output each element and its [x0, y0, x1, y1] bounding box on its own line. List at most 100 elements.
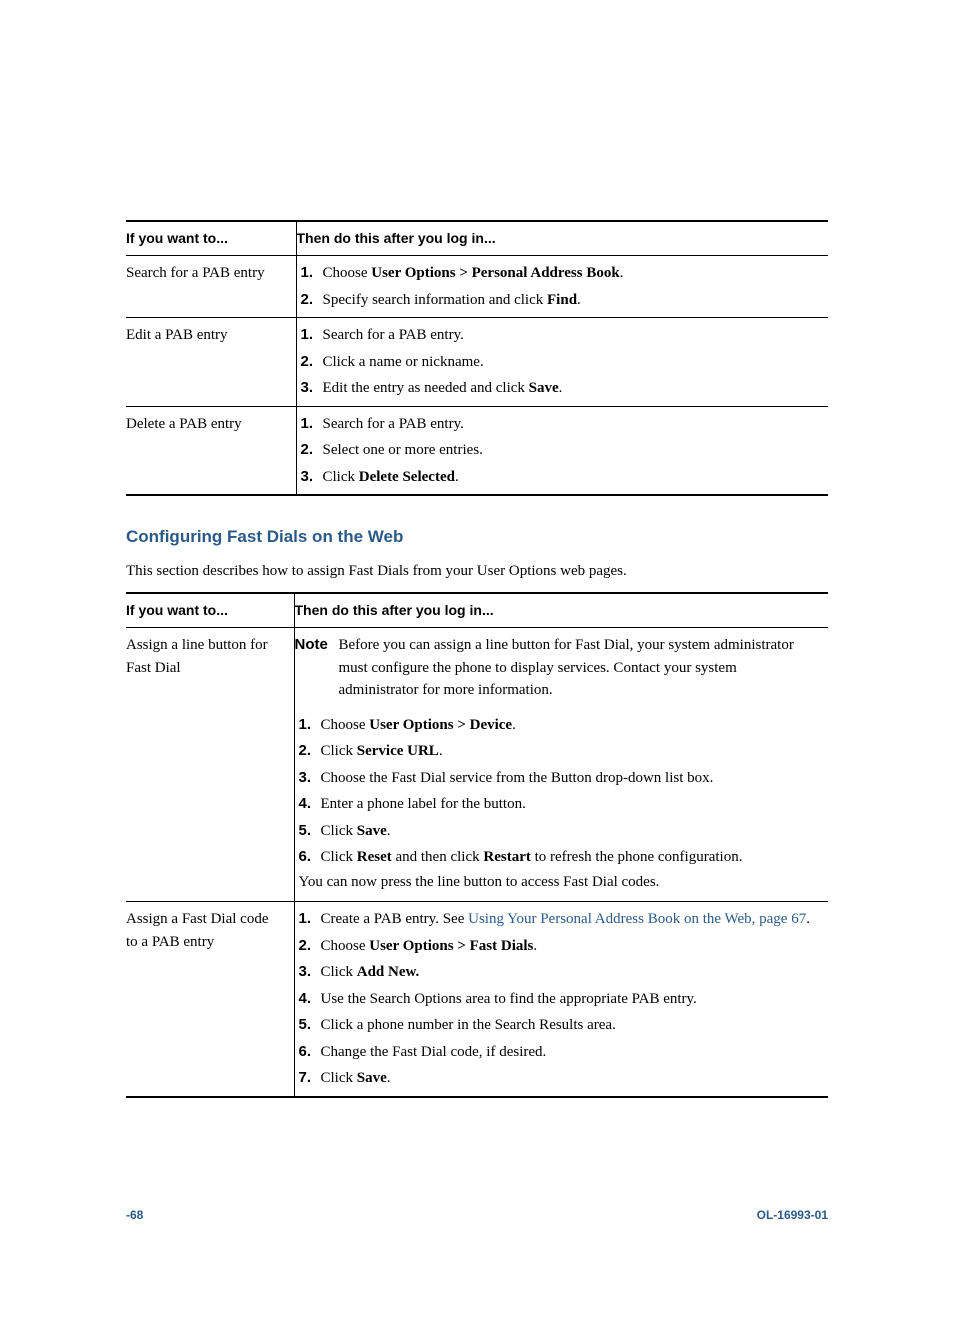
step-number: 6.	[299, 1041, 321, 1064]
task-label: Delete a PAB entry	[126, 406, 296, 495]
step-number: 6.	[299, 846, 321, 869]
step-number: 2.	[301, 289, 323, 312]
task-label: Assign a Fast Dial code to a PAB entry	[126, 902, 294, 1097]
task-label: Search for a PAB entry	[126, 256, 296, 318]
follow-text: You can now press the line button to acc…	[295, 871, 821, 894]
step-text: Click a name or nickname.	[323, 351, 821, 374]
step-text: Specify search information and click Fin…	[323, 289, 821, 312]
step-text: Click a phone number in the Search Resul…	[321, 1014, 821, 1037]
note-label: Note	[295, 634, 339, 702]
table-row: Edit a PAB entry1.Search for a PAB entry…	[126, 318, 828, 407]
step: 3.Click Delete Selected.	[301, 466, 821, 489]
step: 4.Enter a phone label for the button.	[299, 793, 821, 816]
step: 6.Change the Fast Dial code, if desired.	[299, 1041, 821, 1064]
step: 3.Choose the Fast Dial service from the …	[299, 767, 821, 790]
step-number: 2.	[301, 351, 323, 374]
table-row: Search for a PAB entry1.Choose User Opti…	[126, 256, 828, 318]
step: 2.Specify search information and click F…	[301, 289, 821, 312]
step: 1.Search for a PAB entry.	[301, 413, 821, 436]
table-row: Assign a line button for Fast Dial Note …	[126, 628, 828, 902]
step-text: Search for a PAB entry.	[323, 324, 821, 347]
step: 4.Use the Search Options area to find th…	[299, 988, 821, 1011]
table-pab-actions: If you want to... Then do this after you…	[126, 220, 828, 496]
doc-id: OL-16993-01	[757, 1206, 828, 1224]
step-text: Search for a PAB entry.	[323, 413, 821, 436]
step-number: 5.	[299, 820, 321, 843]
step-number: 4.	[299, 793, 321, 816]
step-text: Choose User Options > Personal Address B…	[323, 262, 821, 285]
step-text: Choose the Fast Dial service from the Bu…	[321, 767, 821, 790]
bold-text: User Options > Device	[369, 717, 512, 733]
step-number: 1.	[301, 324, 323, 347]
bold-text: User Options > Fast Dials	[369, 938, 533, 954]
step: 5.Click Save.	[299, 820, 821, 843]
step: 2.Select one or more entries.	[301, 439, 821, 462]
bold-text: Save	[529, 380, 559, 396]
task-steps: 1.Search for a PAB entry.2.Select one or…	[296, 406, 828, 495]
step-text: Choose User Options > Fast Dials.	[321, 935, 821, 958]
step-number: 1.	[301, 262, 323, 285]
step-text: Click Reset and then click Restart to re…	[321, 846, 821, 869]
step-text: Enter a phone label for the button.	[321, 793, 821, 816]
col-header-left: If you want to...	[126, 593, 294, 628]
table-row: Assign a Fast Dial code to a PAB entry 1…	[126, 902, 828, 1097]
task-steps: 1.Create a PAB entry. See Using Your Per…	[294, 902, 828, 1097]
section-intro: This section describes how to assign Fas…	[126, 560, 828, 583]
step-number: 5.	[299, 1014, 321, 1037]
col-header-right: Then do this after you log in...	[294, 593, 828, 628]
step: 2.Click a name or nickname.	[301, 351, 821, 374]
task-label: Assign a line button for Fast Dial	[126, 628, 294, 902]
step-text: Select one or more entries.	[323, 439, 821, 462]
step: 1.Create a PAB entry. See Using Your Per…	[299, 908, 821, 931]
bold-text: Find	[547, 292, 577, 308]
bold-text: Restart	[483, 849, 530, 865]
step: 2.Choose User Options > Fast Dials.	[299, 935, 821, 958]
step-number: 2.	[301, 439, 323, 462]
bold-text: Delete Selected	[359, 469, 455, 485]
step-number: 1.	[299, 714, 321, 737]
step-number: 4.	[299, 988, 321, 1011]
step-text: Create a PAB entry. See Using Your Perso…	[321, 908, 821, 931]
step: 1.Choose User Options > Personal Address…	[301, 262, 821, 285]
step-number: 1.	[301, 413, 323, 436]
bold-text: User Options > Personal Address Book	[371, 265, 619, 281]
step: 6.Click Reset and then click Restart to …	[299, 846, 821, 869]
step-text: Change the Fast Dial code, if desired.	[321, 1041, 821, 1064]
step: 3.Click Add New.	[299, 961, 821, 984]
step-text: Edit the entry as needed and click Save.	[323, 377, 821, 400]
step: 1.Choose User Options > Device.	[299, 714, 821, 737]
note-block: Note Before you can assign a line button…	[295, 634, 821, 702]
step-number: 2.	[299, 935, 321, 958]
step-text: Click Add New.	[321, 961, 821, 984]
step: 5.Click a phone number in the Search Res…	[299, 1014, 821, 1037]
step-number: 7.	[299, 1067, 321, 1090]
bold-text: Save	[357, 823, 387, 839]
bold-text: Save	[357, 1070, 387, 1086]
step-number: 3.	[299, 961, 321, 984]
step-number: 3.	[301, 377, 323, 400]
step-number: 2.	[299, 740, 321, 763]
page-footer: -68 OL-16993-01	[126, 1126, 828, 1224]
step-text: Click Delete Selected.	[323, 466, 821, 489]
cross-reference-link[interactable]: Using Your Personal Address Book on the …	[468, 911, 806, 927]
page-number: -68	[126, 1206, 143, 1224]
task-steps: 1.Choose User Options > Personal Address…	[296, 256, 828, 318]
col-header-right: Then do this after you log in...	[296, 221, 828, 256]
note-text: Before you can assign a line button for …	[339, 634, 821, 702]
step-text: Click Service URL.	[321, 740, 821, 763]
bold-text: Add New.	[357, 964, 420, 980]
bold-text: Service URL	[357, 743, 439, 759]
col-header-left: If you want to...	[126, 221, 296, 256]
task-label: Edit a PAB entry	[126, 318, 296, 407]
step: 2.Click Service URL.	[299, 740, 821, 763]
task-steps: Note Before you can assign a line button…	[294, 628, 828, 902]
step-number: 3.	[299, 767, 321, 790]
step-text: Click Save.	[321, 1067, 821, 1090]
step-text: Click Save.	[321, 820, 821, 843]
table-fast-dials: If you want to... Then do this after you…	[126, 592, 828, 1098]
table-row: Delete a PAB entry1.Search for a PAB ent…	[126, 406, 828, 495]
step: 7.Click Save.	[299, 1067, 821, 1090]
step: 3.Edit the entry as needed and click Sav…	[301, 377, 821, 400]
step-text: Use the Search Options area to find the …	[321, 988, 821, 1011]
step-number: 1.	[299, 908, 321, 931]
